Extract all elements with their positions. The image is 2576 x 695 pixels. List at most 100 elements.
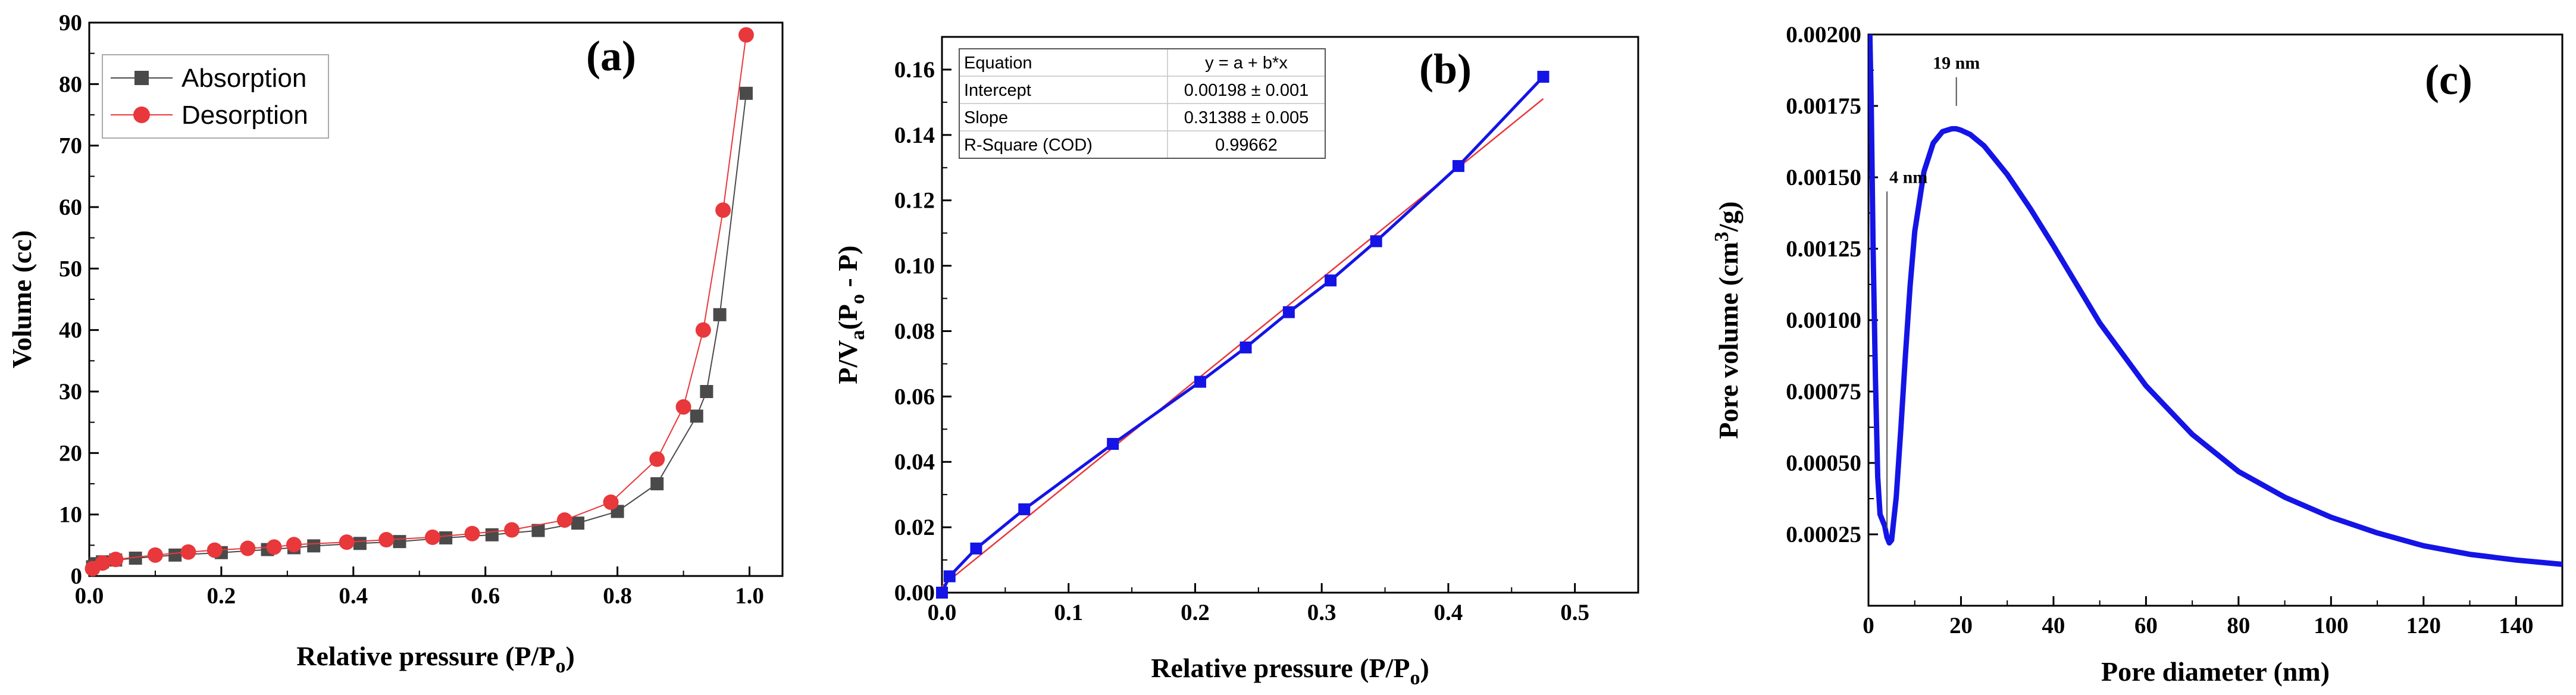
y-axis-label: P/Va(Po - P) (832, 245, 869, 384)
x-tick-label: 20 (1949, 613, 1973, 638)
y-tick-label: 0.00200 (1786, 22, 1861, 48)
x-axis-label-end: ) (1420, 653, 1429, 683)
data-point-square (943, 570, 956, 583)
y-tick-label: 30 (59, 379, 82, 405)
data-point-square (353, 537, 367, 550)
x-axis-label-sub: o (1410, 667, 1420, 689)
y-tick-label: 0 (71, 563, 83, 589)
data-point-circle (738, 27, 754, 43)
x-tick-label: 0.4 (339, 583, 368, 609)
y-tick-label: 0.06 (894, 384, 935, 409)
series-group (1868, 35, 2562, 567)
y-tick-label: 0.14 (894, 123, 935, 148)
data-point-circle (286, 537, 302, 553)
data-point-circle (378, 532, 395, 548)
data-point-square (129, 552, 142, 565)
tick-labels: 0.0 0.1 0.2 0.3 0.4 0.5 0.00 0.02 0.04 0.06 0.08 0.… (894, 57, 1589, 625)
x-axis-label-main: Relative pressure (P/P (296, 641, 555, 671)
y-axis-label-part: (P (832, 304, 863, 330)
table-cell (959, 48, 1168, 77)
legend-marker-circle (133, 107, 150, 123)
data-point-circle (464, 525, 480, 541)
data-point-circle (556, 512, 572, 528)
table-key: Equation (964, 54, 1032, 73)
plot-frame (941, 36, 1639, 594)
x-tick-label: 0.8 (603, 583, 632, 609)
y-tick-label: 0.00150 (1786, 165, 1861, 190)
data-point-square (393, 535, 406, 549)
annotation-label: 19 nm (1933, 54, 1980, 73)
table-key: R-Square (COD) (964, 136, 1093, 155)
y-axis-label-part: - P) (832, 245, 863, 294)
legend-label-absorption: Absorption (181, 64, 306, 93)
series-group (936, 71, 1550, 599)
x-axis-label: Relative pressure (P/Po) (1151, 653, 1429, 689)
axis-ticks (1867, 33, 2563, 606)
y-tick-label: 60 (59, 195, 82, 220)
data-point-square (168, 548, 182, 562)
x-tick-label: 60 (2134, 613, 2158, 638)
y-axis-label-sub: o (847, 294, 869, 304)
fit-table: Equation y = a + b*x Intercept 0.00198 ± 0.… (959, 48, 1326, 159)
x-tick-label: 0.5 (1560, 600, 1589, 625)
data-point-square (739, 86, 753, 100)
panel-b: 0.0 0.1 0.2 0.3 0.4 0.5 0.00 0.02 0.04 0.06 0.08 0.… (832, 36, 1639, 689)
data-point-square (1018, 503, 1031, 515)
data-point-circle (180, 544, 196, 560)
data-point-circle (603, 494, 619, 510)
series-line (1868, 35, 2562, 567)
y-tick-label: 0.12 (894, 188, 935, 214)
x-tick-label: 1.0 (735, 583, 764, 609)
x-axis-label-sub: o (555, 655, 565, 677)
y-tick-label: 70 (59, 133, 82, 159)
table-cell (959, 130, 1168, 159)
y-tick-label: 0.10 (894, 253, 935, 279)
y-tick-label: 0.00 (894, 580, 935, 606)
series-line-absorption (92, 93, 747, 568)
data-point-circle (649, 451, 665, 467)
data-point-square (1194, 375, 1206, 388)
x-axis-label: Pore diameter (nm) (2101, 656, 2330, 687)
y-tick-label: 50 (59, 256, 82, 281)
series-group (84, 27, 754, 577)
data-point-circle (504, 522, 520, 538)
table-border (959, 48, 1326, 159)
y-axis-label-part: P/V (832, 340, 863, 384)
data-point-circle (715, 202, 731, 218)
x-tick-label: 40 (2042, 613, 2065, 638)
tick-labels: 0.0 0.2 0.4 0.6 0.8 1.0 0 10 20 30 40 50 60 70 80 90 (59, 10, 764, 609)
y-tick-label: 0.16 (894, 57, 935, 83)
table-cell (1167, 48, 1326, 77)
data-point-circle (695, 322, 711, 338)
data-point-square (713, 308, 727, 321)
data-point-square (571, 516, 585, 530)
legend: Absorption Desorption (102, 54, 329, 139)
x-tick-label: 0.2 (207, 583, 236, 609)
table-cell (1167, 76, 1326, 104)
panel-label: (c) (2425, 56, 2472, 104)
y-tick-label: 0.08 (894, 318, 935, 344)
table-key: Intercept (964, 81, 1031, 100)
y-axis-label-sup: 3 (1711, 231, 1733, 242)
y-tick-label: 0.00050 (1786, 450, 1861, 476)
x-tick-label: 0.1 (1054, 600, 1083, 625)
y-tick-label: 0.00175 (1786, 93, 1861, 119)
panel-label: (b) (1419, 45, 1472, 93)
annotation-label: 4 nm (1889, 168, 1927, 187)
y-tick-label: 0.00100 (1786, 308, 1861, 333)
x-tick-label: 0.6 (471, 583, 500, 609)
plot-frame (1867, 33, 2564, 607)
data-point-circle (147, 547, 163, 563)
data-point-square (1282, 306, 1295, 318)
x-tick-label: 0.0 (75, 583, 104, 609)
y-tick-label: 40 (59, 318, 82, 343)
data-point-square (1107, 438, 1119, 450)
annotations: 4 nm 19 nm (1886, 54, 1980, 529)
x-axis-label: Relative pressure (P/Po) (296, 641, 575, 677)
x-axis-label-end: ) (565, 641, 574, 671)
x-tick-label: 0.2 (1181, 600, 1210, 625)
y-tick-label: 0.00075 (1786, 379, 1861, 405)
data-point-circle (240, 540, 256, 556)
panel-a: 0.0 0.2 0.4 0.6 0.8 1.0 0 10 20 30 40 50 60 70 80 90 (a… (7, 10, 784, 677)
